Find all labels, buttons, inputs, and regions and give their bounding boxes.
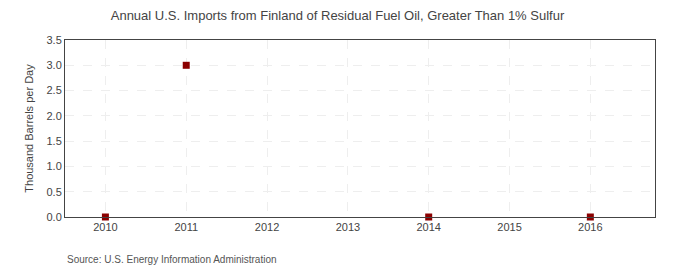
svg-text:0.0: 0.0 bbox=[47, 211, 62, 223]
svg-text:Annual U.S. Imports from Finla: Annual U.S. Imports from Finland of Resi… bbox=[111, 8, 565, 23]
svg-text:2.0: 2.0 bbox=[47, 110, 62, 122]
svg-text:2012: 2012 bbox=[255, 221, 279, 233]
svg-text:1.5: 1.5 bbox=[47, 135, 62, 147]
svg-text:0.5: 0.5 bbox=[47, 186, 62, 198]
svg-text:3.5: 3.5 bbox=[47, 34, 62, 46]
svg-text:2016: 2016 bbox=[578, 221, 602, 233]
svg-text:2.5: 2.5 bbox=[47, 84, 62, 96]
svg-text:2015: 2015 bbox=[497, 221, 521, 233]
svg-text:1.0: 1.0 bbox=[47, 160, 62, 172]
svg-text:2014: 2014 bbox=[416, 221, 440, 233]
svg-text:2010: 2010 bbox=[93, 221, 117, 233]
svg-text:Thousand Barrels per Day: Thousand Barrels per Day bbox=[23, 64, 35, 193]
svg-text:2011: 2011 bbox=[174, 221, 198, 233]
svg-text:2013: 2013 bbox=[336, 221, 360, 233]
svg-text:Source: U.S. Energy Informatio: Source: U.S. Energy Information Administ… bbox=[67, 254, 277, 265]
svg-text:3.0: 3.0 bbox=[47, 59, 62, 71]
